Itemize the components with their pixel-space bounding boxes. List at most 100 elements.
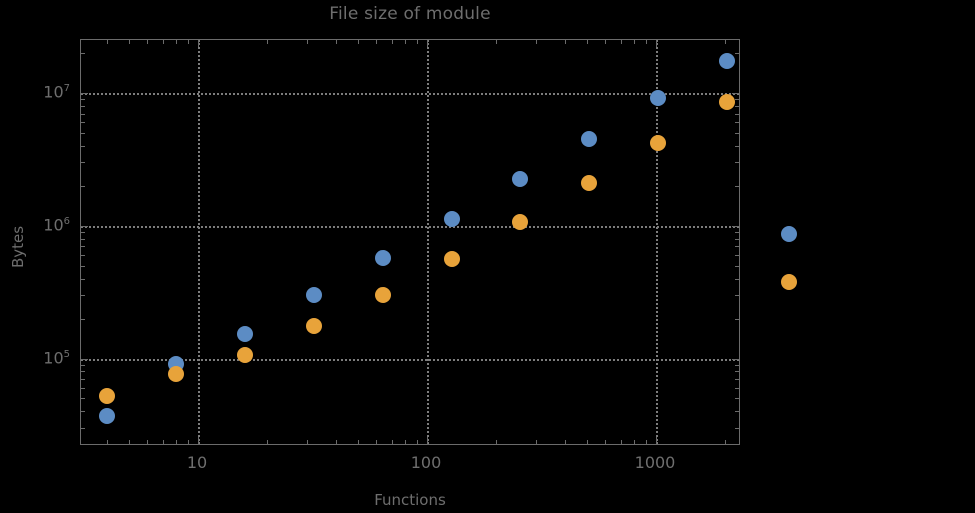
axis-tick <box>735 364 739 366</box>
axis-tick <box>495 440 497 444</box>
axis-tick <box>735 231 739 233</box>
axis-tick <box>129 40 131 44</box>
y-tick-label: 105 <box>43 348 70 367</box>
axis-tick <box>735 318 739 320</box>
data-point <box>581 174 598 191</box>
axis-tick <box>633 40 635 44</box>
data-point <box>98 388 115 405</box>
axis-tick <box>564 440 566 444</box>
axis-tick <box>587 440 589 444</box>
axis-tick <box>735 162 739 164</box>
axis-tick <box>605 440 607 444</box>
axis-tick <box>735 99 739 101</box>
axis-tick <box>427 437 428 444</box>
data-point <box>236 346 253 363</box>
data-point <box>443 210 460 227</box>
axis-tick <box>358 40 360 44</box>
axis-tick <box>81 53 85 55</box>
axis-tick <box>198 40 199 47</box>
axis-tick <box>620 440 622 444</box>
x-tick-label: 10 <box>186 453 208 472</box>
axis-tick <box>81 255 85 257</box>
data-point <box>719 94 736 111</box>
axis-tick <box>735 427 739 429</box>
data-point <box>305 318 322 335</box>
axis-tick <box>732 93 739 94</box>
axis-tick <box>81 411 85 413</box>
axis-tick <box>724 440 726 444</box>
plot-area <box>80 39 740 445</box>
axis-tick <box>735 265 739 267</box>
axis-tick <box>335 40 337 44</box>
data-point <box>581 131 598 148</box>
axis-tick <box>335 440 337 444</box>
data-point <box>512 170 529 187</box>
axis-tick <box>391 40 393 44</box>
y-axis-label: Bytes <box>9 225 27 269</box>
axis-tick <box>645 40 647 44</box>
axis-tick <box>656 40 657 47</box>
axis-tick <box>536 440 538 444</box>
x-tick-label: 100 <box>410 453 442 472</box>
axis-tick <box>633 440 635 444</box>
axis-tick <box>307 40 309 44</box>
axis-tick <box>735 113 739 115</box>
axis-tick <box>81 225 88 227</box>
gridline-horizontal <box>81 358 739 361</box>
y-tick-label: 106 <box>43 215 70 235</box>
axis-tick <box>266 440 268 444</box>
axis-tick <box>81 364 85 366</box>
axis-tick <box>162 40 164 44</box>
axis-tick <box>427 40 428 47</box>
axis-tick <box>187 440 189 444</box>
axis-tick <box>106 440 108 444</box>
axis-tick <box>81 122 85 124</box>
axis-tick <box>81 265 85 267</box>
axis-tick <box>129 440 131 444</box>
data-point <box>650 135 667 151</box>
gridline-horizontal <box>81 93 739 95</box>
axis-tick <box>536 40 538 44</box>
axis-tick <box>81 238 85 240</box>
axis-tick <box>81 99 85 101</box>
axis-tick <box>735 255 739 257</box>
data-point <box>374 249 391 266</box>
axis-tick <box>735 238 739 240</box>
axis-tick <box>147 440 149 444</box>
axis-tick <box>81 427 85 429</box>
data-point <box>374 287 391 304</box>
axis-tick <box>81 231 85 233</box>
axis-tick <box>732 358 739 360</box>
axis-tick <box>564 40 566 44</box>
gridline-vertical <box>427 40 429 444</box>
axis-tick <box>81 379 85 381</box>
axis-tick <box>106 40 108 44</box>
axis-tick <box>735 278 739 280</box>
axis-tick <box>81 145 85 147</box>
axis-tick <box>81 358 88 360</box>
axis-tick <box>620 40 622 44</box>
axis-tick <box>81 105 85 107</box>
axis-tick <box>175 440 177 444</box>
data-point <box>305 287 322 304</box>
axis-tick <box>376 40 378 44</box>
axis-tick <box>175 40 177 44</box>
axis-tick <box>735 145 739 147</box>
axis-tick <box>307 440 309 444</box>
axis-tick <box>81 246 85 248</box>
axis-tick <box>81 162 85 164</box>
axis-tick <box>376 440 378 444</box>
axis-tick <box>404 40 406 44</box>
gridline-horizontal <box>81 225 739 228</box>
axis-tick <box>645 440 647 444</box>
axis-tick <box>735 379 739 381</box>
axis-tick <box>495 40 497 44</box>
axis-tick <box>358 440 360 444</box>
axis-tick <box>187 40 189 44</box>
y-tick-label: 107 <box>43 82 70 102</box>
axis-tick <box>735 371 739 373</box>
axis-tick <box>732 225 739 227</box>
chart-title: File size of module <box>329 4 491 24</box>
axis-tick <box>266 40 268 44</box>
axis-tick <box>81 387 85 389</box>
